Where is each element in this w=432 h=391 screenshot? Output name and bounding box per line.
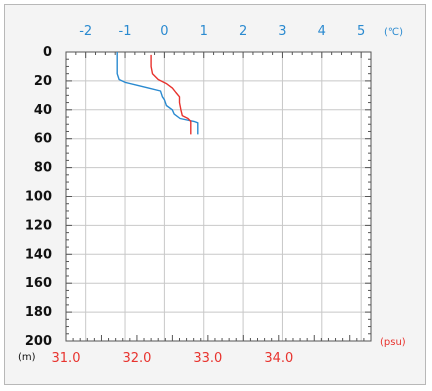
y-tick-label: 80 bbox=[34, 161, 52, 176]
y-tick-label: 40 bbox=[34, 103, 52, 118]
bottom-tick-label: 32.0 bbox=[122, 351, 151, 366]
axis-labels: 0 20 40 60 80 100 120 140 160 180 200 -2 -1 0 1 2 3 4 5 31.… bbox=[25, 24, 365, 366]
series-layer bbox=[116, 52, 199, 135]
top-tick-label: 4 bbox=[318, 24, 326, 39]
top-tick-label: -1 bbox=[119, 24, 132, 39]
bottom-axis-unit: (psu) bbox=[380, 337, 406, 348]
bottom-tick-label: 34.0 bbox=[264, 351, 293, 366]
y-tick-label: 200 bbox=[25, 334, 52, 349]
y-tick-label: 140 bbox=[25, 247, 52, 262]
top-tick-label: 0 bbox=[160, 24, 168, 39]
y-tick-label: 100 bbox=[25, 190, 52, 205]
top-tick-label: 2 bbox=[239, 24, 247, 39]
y-tick-label: 20 bbox=[34, 74, 52, 89]
salinity-series-line bbox=[150, 54, 192, 135]
y-tick-label: 60 bbox=[34, 132, 52, 147]
top-tick-label: -2 bbox=[79, 24, 92, 39]
y-tick-label: 160 bbox=[25, 276, 52, 291]
top-axis-unit: (℃) bbox=[384, 27, 403, 38]
top-tick-label: 1 bbox=[200, 24, 208, 39]
y-tick-label: 120 bbox=[25, 218, 52, 233]
top-tick-label: 5 bbox=[357, 24, 365, 39]
y-tick-label: 0 bbox=[43, 45, 52, 60]
y-tick-label: 180 bbox=[25, 305, 52, 320]
plot-border bbox=[65, 51, 372, 342]
bottom-tick-label: 31.0 bbox=[52, 351, 81, 366]
y-axis-unit: (m) bbox=[18, 352, 36, 363]
top-tick-label: 3 bbox=[278, 24, 286, 39]
temperature-series-line bbox=[116, 52, 199, 135]
bottom-tick-label: 33.0 bbox=[193, 351, 222, 366]
